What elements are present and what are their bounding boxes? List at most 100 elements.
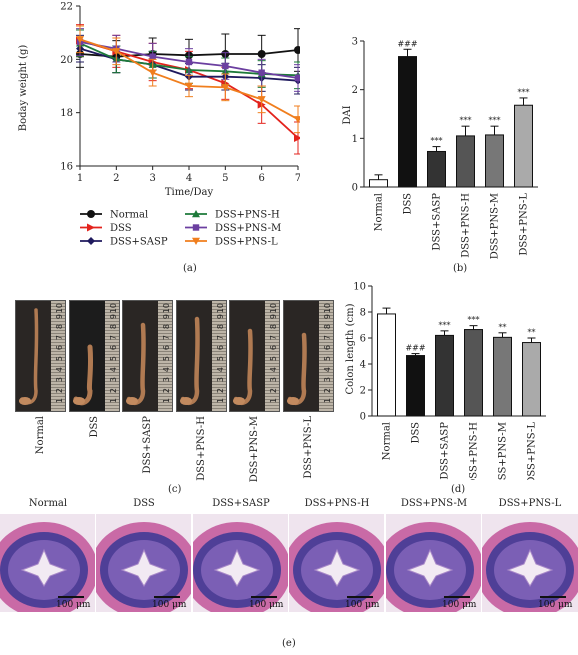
- panel-label-d: (d): [451, 484, 466, 495]
- panel-label-e: (e): [282, 638, 296, 649]
- y-tick-label: 0: [360, 412, 366, 423]
- lumen: [120, 548, 168, 587]
- ruler-number: 8: [215, 324, 225, 330]
- x-tick-label: 7: [295, 173, 300, 184]
- ruler-number: 3: [55, 377, 64, 383]
- bar-Normal: Normal: [377, 307, 396, 460]
- ruler-number: 5: [162, 356, 171, 362]
- legend-label: DSS+PNS-H: [215, 210, 280, 221]
- data-point: [221, 84, 230, 92]
- y-tick-label: 3: [352, 37, 358, 48]
- scale-bar: [540, 596, 566, 598]
- scale-label: 100 μm: [56, 600, 91, 610]
- ruler: [265, 301, 279, 411]
- colon-photo-DSS+PNS-L: 10 9 8 7 6 5 4 3 2 1: [282, 300, 334, 412]
- scale-label: 100 μm: [152, 600, 187, 610]
- legend-marker: [192, 210, 200, 218]
- legend-marker: [192, 224, 200, 231]
- legend-item: DSS: [80, 223, 132, 234]
- data-point: [257, 96, 266, 104]
- histology-label: DSS: [133, 498, 155, 509]
- data-point: [185, 58, 193, 66]
- category-label: DSS: [403, 193, 414, 215]
- ruler-number: 7: [322, 334, 332, 340]
- ruler: [158, 301, 172, 411]
- category-label: DSS+PNS-L: [527, 422, 538, 480]
- ruler-number: 9: [322, 313, 332, 319]
- ruler-number: 4: [55, 366, 64, 372]
- significance-label: ###: [397, 39, 417, 48]
- legend-item: DSS+SASP: [80, 237, 168, 248]
- series-DSS+PNS-M: [76, 28, 300, 92]
- ruler-number: 2: [215, 387, 225, 393]
- legend-marker: [192, 237, 200, 245]
- colon-photo-DSS: 10 9 8 7 6 5 4 3 2 1: [68, 300, 120, 412]
- colon-tissue: [180, 316, 200, 406]
- colon-photo-label: DSS+PNS-H: [195, 416, 207, 481]
- ruler-number: 10: [322, 303, 332, 314]
- ruler-number: 2: [108, 387, 118, 393]
- bar-Normal: Normal: [369, 174, 388, 231]
- lumen: [313, 548, 361, 587]
- ruler-number: 2: [55, 387, 64, 393]
- x-tick-label: 2: [113, 173, 119, 184]
- colon-photo-labels: Normal DSS DSS+SASP DSS+PNS-H DSS+PNS-M DSS+P…: [15, 412, 337, 492]
- ruler-number: 3: [215, 377, 225, 383]
- ruler-number: 4: [162, 366, 171, 372]
- colon-photo-label: Normal: [35, 416, 46, 455]
- ruler-number: 3: [162, 377, 171, 383]
- colon-specimen: [19, 308, 39, 405]
- histology-label: DSS+SASP: [212, 498, 270, 509]
- panel-label-a: (a): [183, 263, 197, 274]
- tissue-section: [96, 514, 191, 612]
- lumen: [406, 548, 454, 587]
- histology-image-Normal: 100 μm: [0, 514, 95, 612]
- ruler-number: 4: [108, 366, 118, 372]
- ruler-number: 2: [322, 387, 332, 393]
- ruler-number: 8: [322, 324, 332, 330]
- cecum: [233, 397, 245, 405]
- colon-photo-Normal: 10 9 8 7 6 5 4 3 2 1: [15, 300, 66, 412]
- x-tick-label: 3: [149, 173, 155, 184]
- y-tick-label: 6: [360, 334, 366, 345]
- bar-DSS+PNS-L: ** DSS+PNS-L: [522, 328, 541, 480]
- lumen: [213, 548, 261, 587]
- ruler-number: 1: [162, 398, 171, 404]
- body-weight-series: [76, 24, 300, 155]
- bar-DSS+PNS-L: *** DSS+PNS-L: [514, 88, 533, 256]
- ruler: [104, 301, 119, 411]
- ruler-number: 10: [108, 303, 118, 314]
- histology-label: DSS+PNS-H: [304, 498, 370, 509]
- data-point: [112, 48, 121, 56]
- category-label: DSS+SASP: [432, 193, 443, 251]
- tissue-section: [482, 514, 578, 612]
- ruler: [318, 301, 333, 411]
- data-point: [148, 69, 157, 77]
- tissue-section: [0, 514, 95, 612]
- ruler-number: 9: [162, 313, 171, 319]
- data-point: [294, 116, 300, 124]
- y-tick-label: 4: [360, 360, 366, 371]
- colon-photo-label: DSS+PNS-L: [302, 416, 314, 479]
- ruler-number: 10: [55, 303, 64, 314]
- bar-DSS: ### DSS: [397, 39, 417, 214]
- colon-photo-label: DSS+SASP: [142, 416, 153, 474]
- dai-axes: 0 1 2 3: [352, 37, 538, 194]
- x-tick-label: 1: [77, 173, 83, 184]
- histology-image-DSS+SASP: 100 μm: [193, 514, 288, 612]
- legend-marker: [87, 237, 95, 245]
- legend-label: DSS+PNS-L: [215, 237, 278, 248]
- bar: [514, 104, 533, 188]
- cecum: [72, 397, 85, 405]
- colon-photo-strip: 10 9 8 7 6 5 4 3 2 1 10 9 8 7 6 5 4 3 2 1 10 9 8 7 6 5 4 3 2 1 10 9 8 7 6 5…: [15, 300, 337, 412]
- ruler-number: 3: [322, 377, 332, 383]
- legend-marker: [87, 210, 95, 218]
- y-tick-label: 0: [352, 183, 358, 194]
- cecum: [179, 397, 192, 405]
- bar: [485, 134, 504, 188]
- significance-label: **: [499, 323, 507, 332]
- colon-specimen: [72, 344, 93, 406]
- significance-label: ***: [489, 116, 501, 125]
- category-label: Normal: [374, 193, 385, 231]
- histology-image-DSS+PNS-H: 100 μm: [289, 514, 384, 612]
